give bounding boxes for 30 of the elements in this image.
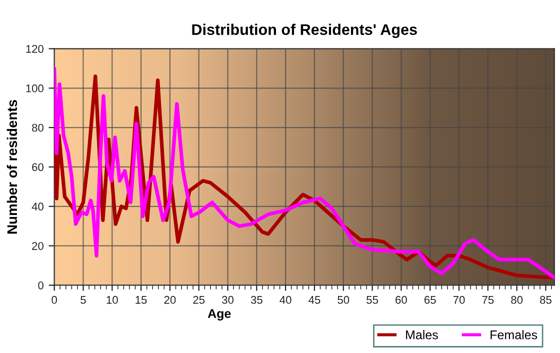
- y-tick-label: 100: [26, 84, 44, 92]
- legend-label: Females: [490, 330, 538, 340]
- x-tick-label: 50: [338, 296, 350, 304]
- y-tick-label: 120: [26, 44, 44, 53]
- y-tick-label: 20: [32, 242, 44, 250]
- x-axis-title: Age: [208, 309, 231, 321]
- x-tick-label: 75: [482, 296, 494, 304]
- x-tick-label: 55: [366, 296, 378, 304]
- x-tick-label: 20: [164, 296, 176, 304]
- x-tick-label: 45: [308, 296, 320, 304]
- y-tick-label: 40: [32, 202, 44, 211]
- chart-title: Distribution of Residents' Ages: [192, 24, 417, 38]
- y-tick-label: 0: [38, 281, 44, 290]
- x-tick-label: 15: [136, 296, 147, 304]
- x-tick-label: 35: [250, 296, 262, 304]
- x-tick-label: 65: [424, 296, 436, 304]
- x-tick-label: 0: [52, 296, 57, 304]
- x-tick-label: 30: [222, 296, 234, 304]
- y-axis-title: Number of residents: [6, 100, 18, 234]
- y-tick-label: 80: [32, 124, 44, 132]
- x-tick-label: 85: [540, 296, 552, 304]
- x-tick-label: 80: [511, 296, 523, 304]
- x-tick-label: 5: [80, 296, 86, 304]
- x-tick-label: 60: [396, 296, 407, 304]
- y-tick-label: 60: [32, 163, 44, 172]
- x-tick-label: 25: [193, 296, 205, 304]
- x-tick-label: 10: [106, 296, 118, 304]
- x-tick-label: 70: [453, 296, 465, 304]
- legend-label: Males: [406, 330, 438, 340]
- x-tick-label: 40: [280, 296, 292, 304]
